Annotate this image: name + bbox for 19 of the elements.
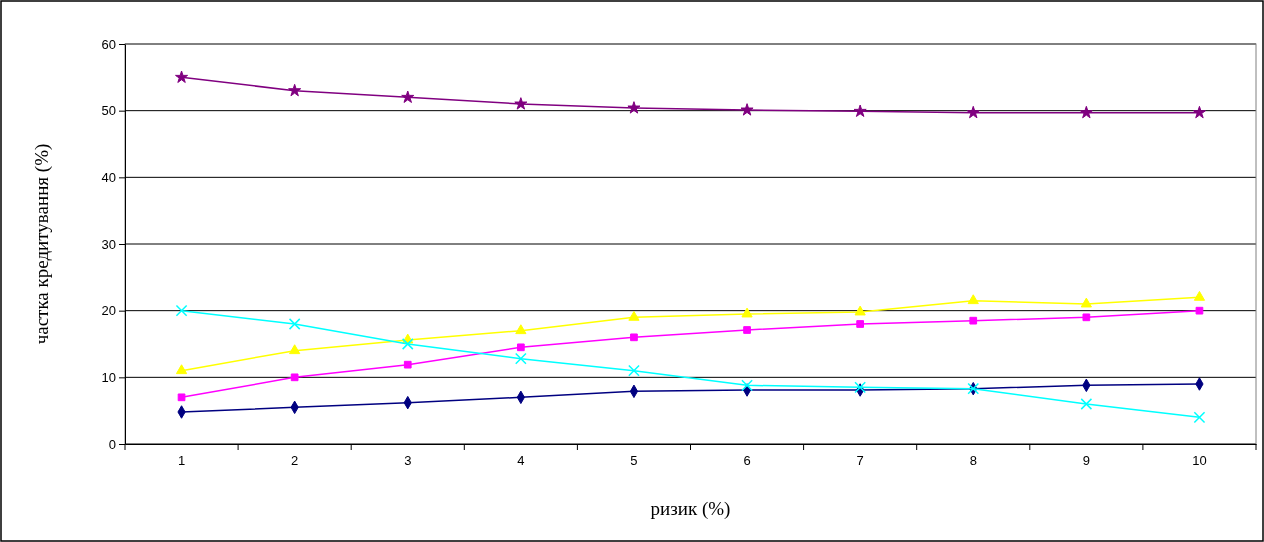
y-tick-label: 40 <box>101 169 116 185</box>
y-tick-label: 60 <box>101 36 116 52</box>
x-tick-label: 8 <box>969 453 977 469</box>
y-tick-label: 0 <box>108 436 116 452</box>
x-tick-label: 1 <box>177 453 186 469</box>
x-axis-title: ризик (%) <box>650 498 731 520</box>
y-tick-label: 50 <box>101 103 116 119</box>
x-tick-label: 10 <box>1192 453 1207 469</box>
x-tick-label: 7 <box>856 453 864 469</box>
x-tick-label: 3 <box>404 453 412 469</box>
x-tick-label: 4 <box>517 453 525 469</box>
x-tick-label: 2 <box>291 453 299 469</box>
y-tick-label: 30 <box>101 236 116 252</box>
y-axis-title: частка кредитування (%) <box>31 143 53 345</box>
x-tick-label: 6 <box>743 453 751 469</box>
x-tick-label: 9 <box>1082 453 1090 469</box>
y-tick-label: 10 <box>101 369 116 385</box>
x-tick-label: 5 <box>630 453 638 469</box>
y-tick-label: 20 <box>101 303 116 319</box>
